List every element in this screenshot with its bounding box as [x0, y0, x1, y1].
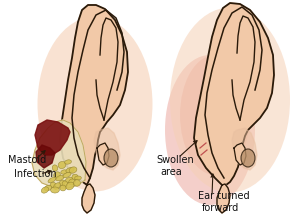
Text: Mastoid: Mastoid	[8, 155, 46, 165]
Text: Ear turned: Ear turned	[198, 191, 250, 201]
Ellipse shape	[51, 187, 59, 193]
Ellipse shape	[74, 180, 80, 186]
Ellipse shape	[54, 172, 60, 178]
Polygon shape	[97, 143, 109, 165]
Ellipse shape	[63, 172, 71, 178]
Polygon shape	[217, 184, 230, 213]
Ellipse shape	[69, 167, 77, 173]
Ellipse shape	[48, 177, 56, 183]
Ellipse shape	[170, 7, 290, 192]
Ellipse shape	[75, 176, 81, 180]
Ellipse shape	[44, 185, 52, 191]
Ellipse shape	[104, 149, 118, 167]
Ellipse shape	[64, 160, 71, 164]
Polygon shape	[232, 128, 257, 170]
Ellipse shape	[60, 185, 66, 191]
Polygon shape	[35, 120, 70, 155]
Ellipse shape	[58, 162, 66, 168]
Polygon shape	[82, 184, 95, 213]
Ellipse shape	[62, 181, 68, 187]
Ellipse shape	[50, 182, 56, 188]
Ellipse shape	[65, 177, 73, 183]
Ellipse shape	[59, 180, 65, 186]
Polygon shape	[234, 143, 246, 165]
Ellipse shape	[69, 179, 75, 185]
Ellipse shape	[54, 183, 60, 189]
Polygon shape	[60, 5, 128, 185]
Polygon shape	[32, 120, 86, 188]
Ellipse shape	[56, 175, 64, 181]
Polygon shape	[36, 145, 55, 168]
Ellipse shape	[180, 55, 250, 175]
Text: Infection: Infection	[14, 169, 57, 179]
Text: forward: forward	[202, 203, 239, 213]
Ellipse shape	[41, 187, 49, 193]
Text: area: area	[160, 167, 182, 177]
Polygon shape	[94, 128, 120, 170]
Ellipse shape	[66, 182, 74, 190]
Polygon shape	[194, 3, 274, 185]
Ellipse shape	[52, 165, 58, 171]
Ellipse shape	[61, 170, 67, 174]
Ellipse shape	[241, 149, 255, 167]
Ellipse shape	[165, 55, 255, 205]
Ellipse shape	[38, 17, 152, 192]
Ellipse shape	[72, 174, 78, 180]
Text: Swollen: Swollen	[156, 155, 194, 165]
Ellipse shape	[66, 167, 74, 173]
